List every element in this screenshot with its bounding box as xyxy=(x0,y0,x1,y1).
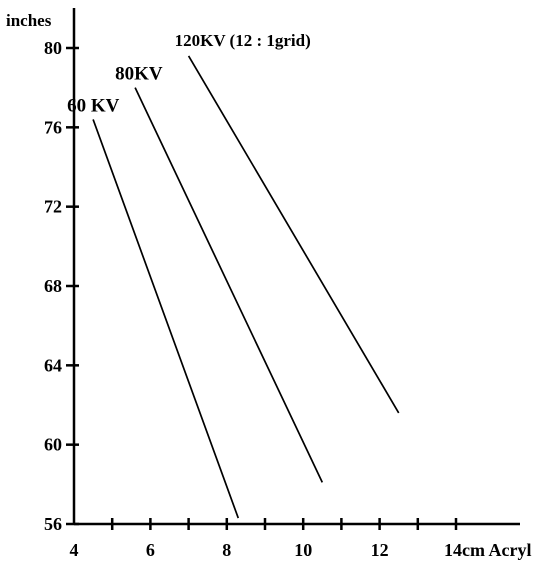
series-3-line xyxy=(189,56,399,413)
y-tick-label-56: 56 xyxy=(44,514,62,534)
y-tick-label-72: 72 xyxy=(44,197,62,217)
x-tick-label-8: 8 xyxy=(222,540,231,560)
y-tick-label-64: 64 xyxy=(44,355,62,375)
series-layer xyxy=(93,56,399,518)
series-1-label: 60 KV xyxy=(67,95,120,116)
x-tick-label-12: 12 xyxy=(371,540,389,560)
x-tick-label-4: 4 xyxy=(70,540,79,560)
y-tick-label-60: 60 xyxy=(44,435,62,455)
y-tick-label-80: 80 xyxy=(44,38,62,58)
x-tick-label-6: 6 xyxy=(146,540,155,560)
series-2-line xyxy=(135,88,322,483)
ticks-layer xyxy=(66,48,456,530)
x-tick-label-10: 10 xyxy=(294,540,312,560)
y-tick-label-76: 76 xyxy=(44,117,62,137)
y-tick-label-68: 68 xyxy=(44,276,62,296)
series-2-label: 80KV xyxy=(115,64,163,85)
series-1-line xyxy=(93,119,238,518)
series-3-label: 120KV (12 : 1grid) xyxy=(175,31,311,50)
y-axis-label: inches xyxy=(6,11,52,30)
x-tick-label-14: 14cm Acryl xyxy=(444,540,531,560)
